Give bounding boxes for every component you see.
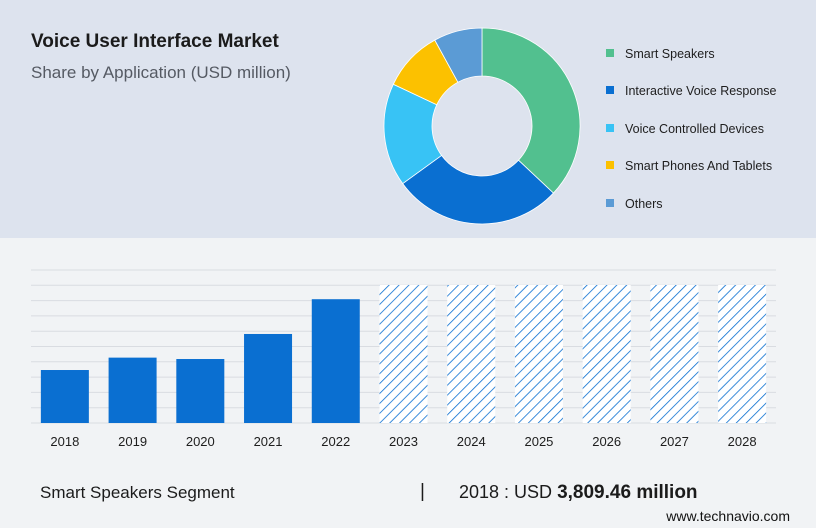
donut-slice-others: [434, 27, 483, 83]
footer-separator: |: [420, 481, 425, 502]
x-tick-label-2021: 2021: [254, 434, 283, 449]
donut-chart: [383, 27, 581, 225]
legend-label-others: Others: [625, 197, 663, 211]
legend-swatch-smart-speakers: [606, 49, 614, 57]
footer-value-prefix: 2018 : USD: [459, 482, 553, 502]
bar-2019: [108, 357, 157, 423]
legend-label-smart-speakers: Smart Speakers: [625, 47, 715, 61]
bar-forecast-2027: [650, 285, 699, 423]
bar-2022: [311, 299, 360, 423]
bar-forecast-2028: [718, 285, 767, 423]
bar-2021: [244, 333, 293, 423]
x-tick-label-2026: 2026: [592, 434, 621, 449]
bar-forecast-2025: [514, 285, 563, 423]
legend-swatch-smart-phones-and-tablets: [606, 161, 614, 169]
x-tick-label-2018: 2018: [50, 434, 79, 449]
x-tick-label-2024: 2024: [457, 434, 486, 449]
legend-label-smart-phones-and-tablets: Smart Phones And Tablets: [625, 159, 773, 173]
donut-slice-interactive-voice-response: [402, 154, 555, 225]
x-tick-label-2023: 2023: [389, 434, 418, 449]
bar-forecast-2023: [379, 285, 428, 423]
x-tick-label-2028: 2028: [728, 434, 757, 449]
bar-forecast-2026: [582, 285, 631, 423]
brand-url: www.technavio.com: [666, 508, 790, 524]
legend-label-interactive-voice-response: Interactive Voice Response: [625, 84, 777, 98]
legend-label-voice-controlled-devices: Voice Controlled Devices: [625, 122, 764, 136]
footer-segment-label: Smart Speakers Segment: [40, 483, 235, 502]
bar-2020: [176, 359, 225, 423]
chart-title: Voice User Interface Market: [31, 31, 279, 52]
chart-subtitle: Share by Application (USD million): [31, 63, 291, 82]
donut-slice-smart-speakers: [481, 27, 581, 194]
x-tick-label-2020: 2020: [186, 434, 215, 449]
bar-forecast-2024: [447, 285, 496, 423]
x-tick-label-2027: 2027: [660, 434, 689, 449]
bar-2018: [40, 370, 89, 423]
bar-chart: 2018 2019 2020 2021 2022 2023 2024 2025 2026 2027…: [31, 269, 776, 449]
x-tick-label-2022: 2022: [321, 434, 350, 449]
legend-swatch-voice-controlled-devices: [606, 124, 614, 132]
x-tick-label-2019: 2019: [118, 434, 147, 449]
x-tick-label-2025: 2025: [524, 434, 553, 449]
footer-value-number: 3,809.46 million: [557, 482, 698, 503]
footer-value: 2018 : USD 3,809.46 million: [459, 482, 698, 504]
legend-swatch-others: [606, 199, 614, 207]
legend-swatch-interactive-voice-response: [606, 86, 614, 94]
